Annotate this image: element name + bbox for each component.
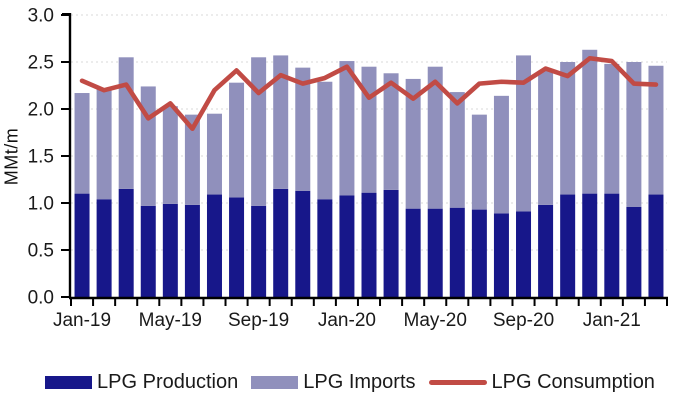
legend: LPG Production LPG Imports LPG Consumpti… xyxy=(0,371,700,394)
production-bar xyxy=(140,205,156,297)
y-tick-label: 3.0 xyxy=(28,6,54,27)
legend-label-imports: LPG Imports xyxy=(303,371,416,393)
production-bar xyxy=(493,213,509,297)
imports-bar xyxy=(648,65,664,195)
production-bar xyxy=(604,193,620,297)
production-bar xyxy=(162,203,178,297)
imports-bar xyxy=(251,57,267,206)
x-tick-label: Sep-19 xyxy=(228,310,289,331)
imports-bar xyxy=(383,73,399,190)
imports-bar xyxy=(96,88,112,200)
imports-bar xyxy=(449,92,465,208)
production-bar xyxy=(251,205,267,297)
production-bar xyxy=(96,199,112,297)
imports-bar xyxy=(206,113,222,195)
production-bar xyxy=(405,208,421,297)
y-tick-label: 2.5 xyxy=(28,53,54,74)
y-tick-label: 0.5 xyxy=(28,241,54,262)
imports-bar xyxy=(493,95,509,214)
y-tick-label: 1.0 xyxy=(28,194,54,215)
production-bar xyxy=(516,211,532,297)
imports-bar xyxy=(626,62,642,207)
imports-bar xyxy=(582,49,598,194)
production-bar xyxy=(383,189,399,297)
x-tick-label: Jan-19 xyxy=(53,310,111,331)
production-bar xyxy=(273,188,289,297)
imports-bar xyxy=(118,57,134,189)
imports-bar xyxy=(295,67,311,191)
x-tick-label: Jan-21 xyxy=(583,310,641,331)
legend-item-production: LPG Production xyxy=(45,371,238,394)
imports-bar xyxy=(604,63,620,194)
production-bar xyxy=(626,206,642,297)
y-tick-label: 2.0 xyxy=(28,100,54,121)
consumption-swatch-icon xyxy=(428,380,487,385)
y-axis-title: MMt/m xyxy=(1,127,22,186)
production-bar xyxy=(471,209,487,297)
imports-bar xyxy=(405,78,421,209)
imports-bar xyxy=(427,66,443,209)
production-bar xyxy=(118,188,134,297)
x-tick-label: May-20 xyxy=(404,310,467,331)
imports-bar xyxy=(471,114,487,210)
y-tick-label: 0.0 xyxy=(28,288,54,309)
legend-label-consumption: LPG Consumption xyxy=(491,371,655,393)
production-bar xyxy=(295,190,311,297)
x-tick-label: Sep-20 xyxy=(493,310,554,331)
consumption-line xyxy=(79,55,659,132)
imports-bar xyxy=(140,86,156,206)
imports-bar xyxy=(184,114,200,205)
x-tick-label: May-19 xyxy=(139,310,202,331)
production-bar xyxy=(206,194,222,297)
imports-bar xyxy=(538,70,554,205)
production-bar xyxy=(582,193,598,297)
imports-bar xyxy=(273,55,289,189)
imports-swatch-icon xyxy=(251,376,299,389)
production-bar xyxy=(361,192,377,297)
imports-bar xyxy=(229,82,245,198)
production-bar xyxy=(427,208,443,297)
imports-bar xyxy=(516,55,532,212)
legend-label-production: LPG Production xyxy=(97,371,239,393)
production-bar xyxy=(648,194,664,297)
production-bar xyxy=(538,204,554,297)
production-bar xyxy=(74,193,90,297)
production-bar xyxy=(317,199,333,297)
imports-bar xyxy=(162,106,178,204)
y-tick-label: 1.5 xyxy=(28,147,54,168)
chart-plot-area: 0.0 0.5 1.0 1.5 2.0 2.5 3.0 Jan-19 May-19 Sep-19 J… xyxy=(28,6,668,331)
imports-bar xyxy=(361,66,377,193)
x-tick-label: Jan-20 xyxy=(318,310,376,331)
imports-bar xyxy=(317,81,333,200)
production-bar xyxy=(449,207,465,297)
production-swatch-icon xyxy=(45,376,93,389)
imports-bar xyxy=(339,61,355,196)
production-bar xyxy=(229,197,245,297)
legend-item-imports: LPG Imports xyxy=(251,371,416,394)
imports-bar xyxy=(74,93,90,194)
legend-item-consumption: LPG Consumption xyxy=(428,371,655,394)
imports-bar xyxy=(560,62,576,195)
production-bar xyxy=(560,194,576,297)
production-bar xyxy=(184,204,200,297)
production-bar xyxy=(339,195,355,297)
